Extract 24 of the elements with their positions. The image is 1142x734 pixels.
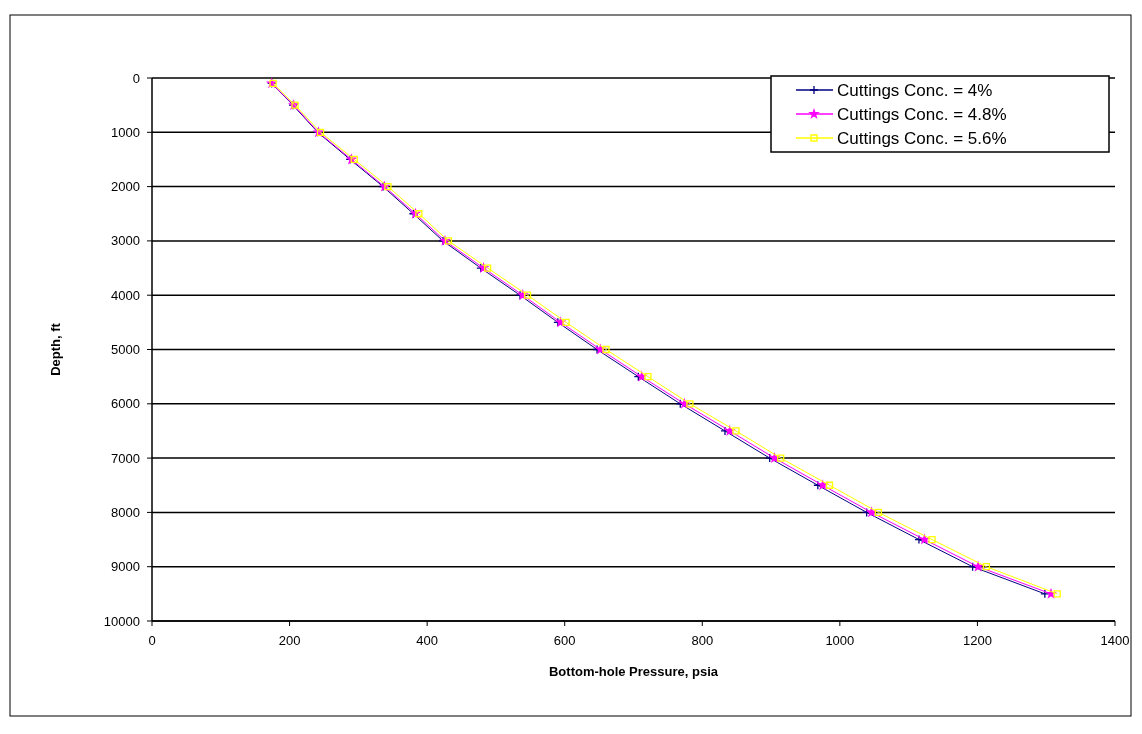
x-tick-label: 1000 <box>825 633 855 648</box>
y-tick-label: 0 <box>132 70 140 86</box>
y-tick-label: 6000 <box>111 396 140 412</box>
x-tick-label: 0 <box>148 633 156 648</box>
y-tick-label: 3000 <box>111 233 140 249</box>
x-tick-label: 200 <box>278 633 301 648</box>
y-tick-label: 4000 <box>111 287 140 303</box>
y-tick-label: 10000 <box>103 613 140 629</box>
x-tick-label: 1200 <box>962 633 992 648</box>
x-axis-title: Bottom-hole Pressure, psia <box>548 664 719 679</box>
legend-label: Cuttings Conc. = 4.8% <box>837 104 1007 124</box>
x-tick-label: 600 <box>553 633 576 648</box>
y-tick-label: 9000 <box>111 559 140 575</box>
x-tick-label: 1400 <box>1100 633 1130 648</box>
y-tick-label: 5000 <box>111 342 140 358</box>
y-tick-label: 2000 <box>111 179 140 195</box>
x-tick-label: 400 <box>416 633 438 648</box>
y-tick-label: 7000 <box>111 450 140 466</box>
y-tick-label: 1000 <box>111 124 140 140</box>
y-axis-title: Depth, ft <box>48 322 63 376</box>
legend-label: Cuttings Conc. = 5.6% <box>837 128 1007 148</box>
legend-label: Cuttings Conc. = 4% <box>837 80 993 100</box>
x-tick-label: 800 <box>691 633 714 648</box>
y-tick-label: 8000 <box>111 504 140 520</box>
